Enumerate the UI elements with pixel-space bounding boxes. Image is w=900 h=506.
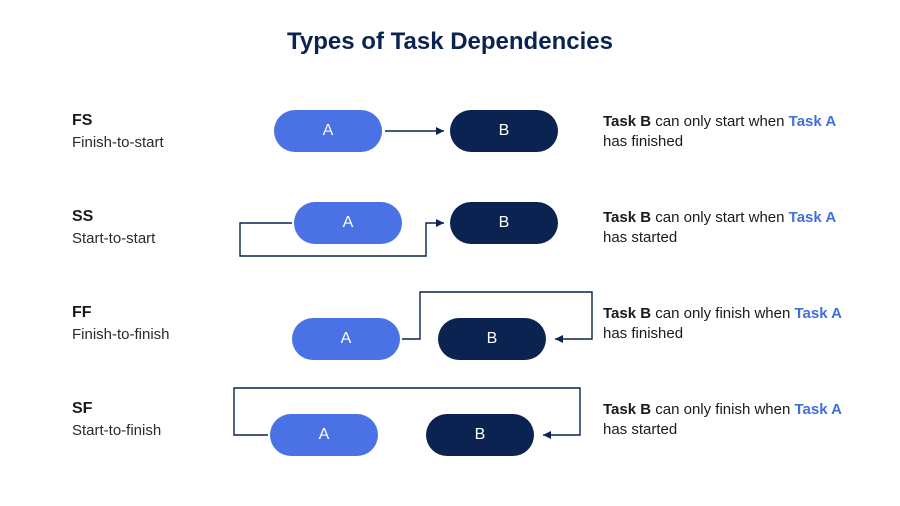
task-pill-b: B [438,318,546,360]
dependency-fullname: Start-to-finish [72,422,232,439]
task-b-ref: Task B [603,113,651,130]
dependency-row: FFFinish-to-finishABTask B can only fini… [0,282,900,378]
desc-text: can only finish when [651,401,794,418]
desc-text: can only finish when [651,305,794,322]
dependency-label: SS Start-to-start [72,208,232,247]
dependency-row: SSStart-to-startABTask B can only start … [0,186,900,282]
task-pill-a: A [294,202,402,244]
dependency-description: Task B can only start when Task A has st… [603,208,863,249]
dependency-row: SFStart-to-finishABTask B can only finis… [0,378,900,474]
task-a-ref: Task A [789,113,837,130]
desc-text: has finished [603,133,683,150]
desc-text: has started [603,229,677,246]
dependency-diagram: AB [230,282,600,378]
desc-text: has started [603,421,677,438]
dependency-row: FSFinish-to-startABTask B can only start… [0,90,900,186]
dependency-diagram: AB [230,90,600,186]
dependency-diagram: AB [230,378,600,474]
task-pill-b: B [450,202,558,244]
task-a-ref: Task A [789,209,837,226]
page-title: Types of Task Dependencies [0,0,900,66]
desc-text: has finished [603,325,683,342]
dependency-label: SF Start-to-finish [72,400,232,439]
dependency-abbr: FS [72,112,232,130]
task-pill-a: A [270,414,378,456]
task-a-ref: Task A [795,401,843,418]
desc-text: can only start when [651,209,789,226]
connector-arrow [230,282,600,378]
task-pill-b: B [450,110,558,152]
dependency-description: Task B can only finish when Task A has s… [603,400,863,441]
dependency-diagram: AB [230,186,600,282]
task-a-ref: Task A [795,305,843,322]
dependency-label: FF Finish-to-finish [72,304,232,343]
dependency-abbr: SF [72,400,232,418]
dependency-abbr: FF [72,304,232,322]
task-pill-b: B [426,414,534,456]
dependency-fullname: Finish-to-finish [72,326,232,343]
dependency-label: FS Finish-to-start [72,112,232,151]
dependency-fullname: Finish-to-start [72,134,232,151]
dependency-description: Task B can only finish when Task A has f… [603,304,863,345]
task-pill-a: A [274,110,382,152]
dependency-fullname: Start-to-start [72,230,232,247]
dependency-description: Task B can only start when Task A has fi… [603,112,863,153]
desc-text: can only start when [651,113,789,130]
task-b-ref: Task B [603,209,651,226]
task-b-ref: Task B [603,401,651,418]
task-pill-a: A [292,318,400,360]
dependency-abbr: SS [72,208,232,226]
dependency-rows: FSFinish-to-startABTask B can only start… [0,90,900,474]
task-b-ref: Task B [603,305,651,322]
